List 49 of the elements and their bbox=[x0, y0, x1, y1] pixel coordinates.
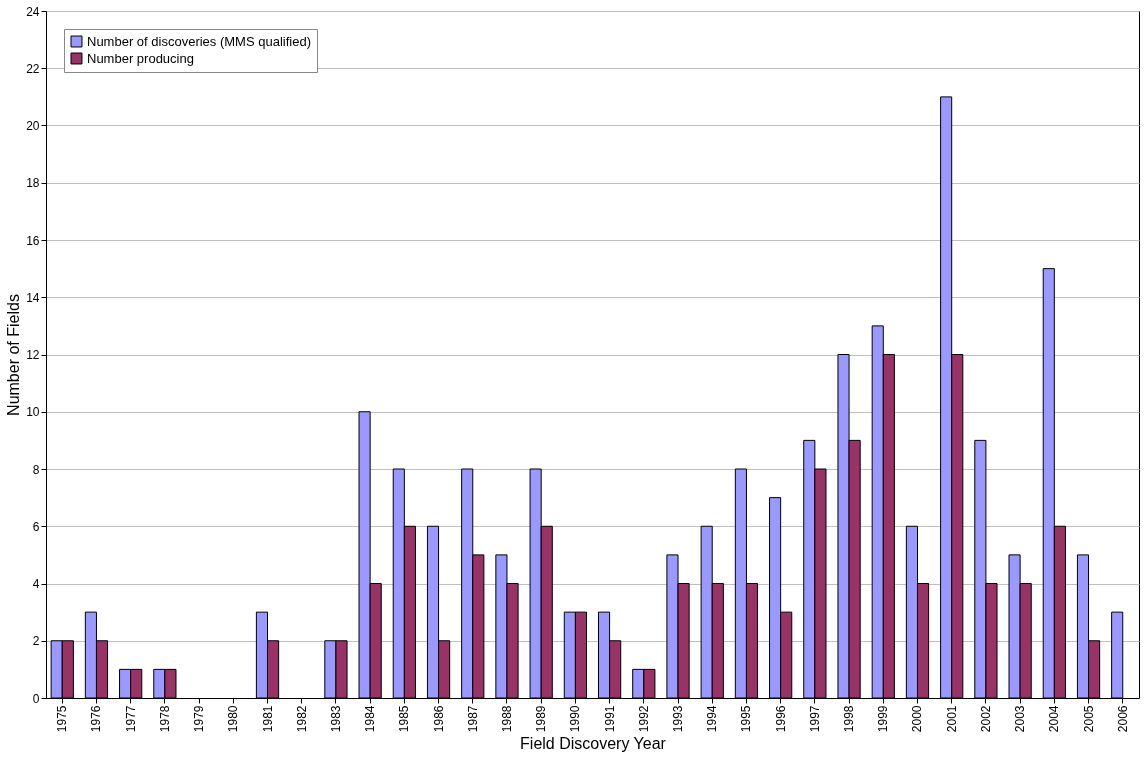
x-tick-label: 1997 bbox=[807, 705, 822, 733]
legend-label: Number producing bbox=[87, 50, 194, 66]
x-tick-label: 1989 bbox=[534, 705, 549, 733]
x-tick-label: 1995 bbox=[739, 705, 754, 733]
x-tick-label: 1993 bbox=[671, 705, 686, 733]
x-tick-label: 1991 bbox=[602, 705, 617, 733]
x-tick-label: 1980 bbox=[226, 705, 241, 733]
x-axis-title: Field Discovery Year bbox=[520, 735, 667, 753]
x-tick-label: 2001 bbox=[944, 705, 959, 733]
x-tick-label: 2003 bbox=[1013, 705, 1028, 733]
y-tick-label: 24 bbox=[26, 4, 40, 19]
x-tick-label: 1978 bbox=[157, 705, 172, 733]
x-tick-label: 1998 bbox=[842, 705, 857, 733]
y-tick-label: 22 bbox=[26, 61, 40, 76]
x-tick-label: 1996 bbox=[773, 705, 788, 733]
y-tick-label: 18 bbox=[26, 176, 40, 191]
y-tick-label: 12 bbox=[26, 348, 40, 362]
y-tick-label: 16 bbox=[26, 233, 40, 248]
x-tick-label: 2005 bbox=[1081, 705, 1096, 733]
y-tick-label: 4 bbox=[32, 577, 40, 591]
x-tick-label: 1986 bbox=[431, 705, 446, 733]
y-tick-label: 2 bbox=[32, 634, 40, 649]
legend-label: Number of discoveries (MMS qualified) bbox=[87, 33, 311, 49]
x-tick-label: 1994 bbox=[705, 705, 720, 733]
y-axis-title: Number of Fields bbox=[5, 294, 23, 416]
y-tick-label: 6 bbox=[32, 519, 40, 534]
y-tick-label: 0 bbox=[32, 691, 40, 706]
x-tick-label: 1981 bbox=[260, 705, 275, 733]
x-tick-label: 1975 bbox=[55, 705, 70, 733]
x-tick-label: 1976 bbox=[89, 705, 104, 733]
x-tick-label: 2000 bbox=[910, 705, 925, 733]
x-tick-label: 1987 bbox=[465, 705, 480, 733]
y-tick-label: 20 bbox=[26, 119, 40, 133]
x-tick-label: 1988 bbox=[499, 705, 514, 733]
x-tick-label: 1977 bbox=[123, 705, 138, 733]
x-tick-label: 1992 bbox=[636, 705, 651, 733]
x-tick-label: 1983 bbox=[328, 705, 343, 733]
x-tick-label: 2006 bbox=[1115, 705, 1130, 733]
y-tick-label: 14 bbox=[26, 290, 40, 305]
y-tick-label: 8 bbox=[32, 462, 40, 477]
x-tick-label: 1982 bbox=[294, 705, 309, 733]
y-tick-label: 10 bbox=[26, 405, 40, 420]
x-tick-label: 2004 bbox=[1047, 705, 1062, 733]
x-tick-label: 1979 bbox=[192, 705, 207, 733]
x-tick-label: 1990 bbox=[568, 705, 583, 733]
x-tick-label: 1984 bbox=[363, 705, 378, 733]
x-tick-label: 1985 bbox=[397, 705, 412, 733]
x-tick-label: 1999 bbox=[876, 705, 891, 733]
x-tick-label: 2002 bbox=[978, 705, 993, 733]
